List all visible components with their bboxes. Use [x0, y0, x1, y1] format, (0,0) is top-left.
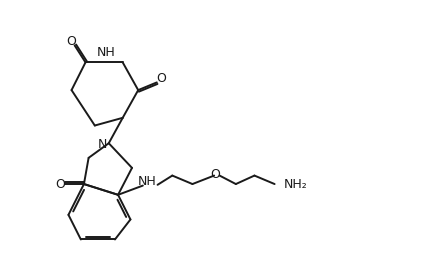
Text: NH: NH [137, 175, 156, 188]
Text: O: O [157, 72, 167, 85]
Text: O: O [55, 177, 65, 190]
Text: N: N [98, 137, 107, 150]
Text: NH: NH [96, 46, 115, 59]
Text: NH₂: NH₂ [284, 177, 308, 190]
Text: O: O [66, 35, 76, 48]
Text: O: O [210, 168, 220, 181]
